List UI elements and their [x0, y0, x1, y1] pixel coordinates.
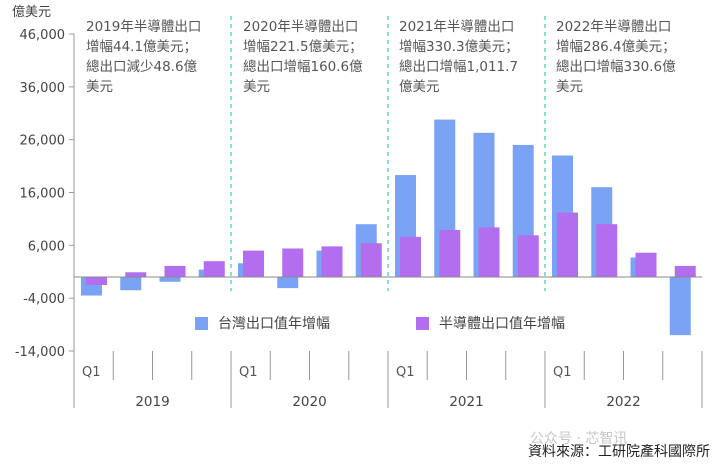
legend-label: 台灣出口值年增幅 [218, 316, 330, 332]
y-tick-label: 16,000 [20, 187, 66, 202]
annotation-2020: 2020年半導體出口 增幅221.5億美元； 總出口增幅160.6億 美元 [243, 19, 363, 95]
bar-taiwan-exports [159, 277, 181, 282]
annotation-2019: 2019年半導體出口 增幅44.1億美元； 總出口減少48.6億 美元 [86, 19, 202, 95]
y-tick-label: 46,000 [20, 28, 66, 43]
legend-item-taiwan-exports: 台灣出口值年增幅 [195, 313, 330, 333]
source-note: 資料來源：工研院產科國際所 [528, 444, 710, 460]
y-tick-label: 36,000 [20, 81, 66, 96]
y-tick-label: -4,000 [23, 292, 65, 307]
bar-semiconductor-exports [282, 248, 304, 278]
y-tick-label: -14,000 [15, 345, 65, 360]
bar-semiconductor-exports [478, 227, 500, 278]
legend-swatch-purple [416, 316, 429, 330]
x-axis-year-label: 2022 [606, 394, 640, 410]
bar-semiconductor-exports [203, 261, 225, 278]
bar-semiconductor-exports [557, 212, 578, 278]
bar-semiconductor-exports [635, 252, 657, 278]
bar-semiconductor-exports [360, 243, 382, 278]
quarter-label: Q1 [82, 365, 101, 380]
bar-semiconductor-exports [243, 250, 264, 278]
quarter-label: Q1 [396, 365, 415, 380]
bar-semiconductor-exports [400, 236, 421, 278]
quarter-label: Q1 [239, 365, 258, 380]
y-axis-unit-label: 億美元 [12, 5, 52, 20]
legend-label: 半導體出口值年增幅 [439, 316, 565, 332]
bar-taiwan-exports [277, 277, 299, 289]
bar-semiconductor-exports [321, 246, 343, 278]
annotation-2022: 2022年半導體出口 增幅286.4億美元； 總出口增幅330.6億 美元 [556, 19, 676, 95]
bar-semiconductor-exports [596, 224, 618, 278]
bar-semiconductor-exports [517, 235, 539, 278]
quarter-label: Q1 [553, 365, 572, 380]
bar-semiconductor-exports [439, 230, 461, 278]
y-tick-label: 26,000 [20, 134, 66, 149]
bar-taiwan-exports [669, 277, 691, 336]
annotation-2021: 2021年半導體出口 增幅330.3億美元； 總出口增幅1,011.7 億美元 [399, 19, 519, 95]
x-axis-year-label: 2021 [449, 394, 483, 410]
bar-semiconductor-exports [164, 265, 186, 278]
x-axis-year-label: 2019 [135, 394, 169, 410]
watermark: 公众号 · 芯智讯 [530, 431, 628, 447]
bar-semiconductor-exports [674, 265, 696, 278]
bar-semiconductor-exports [125, 272, 147, 278]
legend-swatch-blue [195, 316, 208, 330]
legend-item-semiconductor-exports: 半導體出口值年增幅 [416, 313, 565, 333]
bar-semiconductor-exports [86, 277, 107, 285]
x-axis-year-label: 2020 [292, 394, 326, 410]
y-tick-label: 6,000 [28, 239, 65, 254]
bar-taiwan-exports [120, 277, 142, 291]
